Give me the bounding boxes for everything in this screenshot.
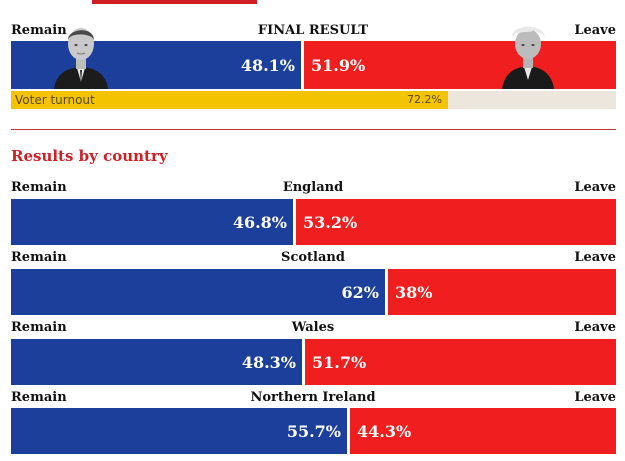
country-leave-value: 53.2% xyxy=(303,212,358,232)
country-leave-label: Leave xyxy=(574,320,616,335)
country-result-bar: 46.8% 53.2% xyxy=(11,199,616,245)
voter-turnout-value: 72.2% xyxy=(407,93,442,106)
country-bar-divider xyxy=(302,339,305,385)
country-remain-bar xyxy=(11,408,348,454)
voter-turnout-bar: Voter turnout 72.2% xyxy=(11,91,616,109)
country-remain-label: Remain xyxy=(11,320,67,335)
country-leave-label: Leave xyxy=(574,250,616,265)
final-remain-label: Remain xyxy=(11,23,67,38)
country-bar-divider xyxy=(293,199,296,245)
final-result-bar: 48.1% 51.9% xyxy=(11,41,616,89)
top-accent-rule xyxy=(92,0,257,4)
final-leave-value: 51.9% xyxy=(311,55,366,75)
country-remain-bar xyxy=(11,339,303,385)
country-remain-value: 48.3% xyxy=(241,352,296,372)
country-remain-value: 55.7% xyxy=(286,421,341,441)
country-remain-bar xyxy=(11,199,294,245)
country-leave-bar xyxy=(348,408,616,454)
section-divider xyxy=(11,129,616,130)
country-leave-label: Leave xyxy=(574,390,616,405)
final-bar-divider xyxy=(301,41,304,89)
country-leave-bar xyxy=(303,339,616,385)
country-name: England xyxy=(282,180,344,195)
country-leave-value: 38% xyxy=(395,282,433,302)
country-remain-label: Remain xyxy=(11,180,67,195)
country-leave-value: 51.7% xyxy=(312,352,367,372)
country-leave-bar xyxy=(294,199,616,245)
final-leave-label: Leave xyxy=(574,23,616,38)
country-remain-label: Remain xyxy=(11,390,67,405)
country-bar-divider xyxy=(347,408,350,454)
leave-campaigner-portrait xyxy=(498,22,558,89)
country-remain-label: Remain xyxy=(11,250,67,265)
final-result-title: FINAL RESULT xyxy=(257,23,369,38)
country-name: Scotland xyxy=(281,250,345,265)
country-remain-bar xyxy=(11,269,386,315)
country-bar-divider xyxy=(385,269,388,315)
voter-turnout-fill xyxy=(11,91,448,109)
country-leave-value: 44.3% xyxy=(357,421,412,441)
country-result-bar: 48.3% 51.7% xyxy=(11,339,616,385)
country-result-bar: 55.7% 44.3% xyxy=(11,408,616,454)
country-remain-value: 46.8% xyxy=(232,212,287,232)
country-result-bar: 62% 38% xyxy=(11,269,616,315)
country-leave-label: Leave xyxy=(574,180,616,195)
country-name: Northern Ireland xyxy=(250,390,376,405)
remain-campaigner-portrait xyxy=(52,22,110,89)
country-remain-value: 62% xyxy=(341,282,379,302)
voter-turnout-label: Voter turnout xyxy=(15,93,95,107)
final-remain-value: 48.1% xyxy=(240,55,295,75)
country-name: Wales xyxy=(291,320,335,335)
country-leave-bar xyxy=(386,269,616,315)
section-title: Results by country xyxy=(11,147,168,165)
final-leave-bar xyxy=(302,41,616,89)
